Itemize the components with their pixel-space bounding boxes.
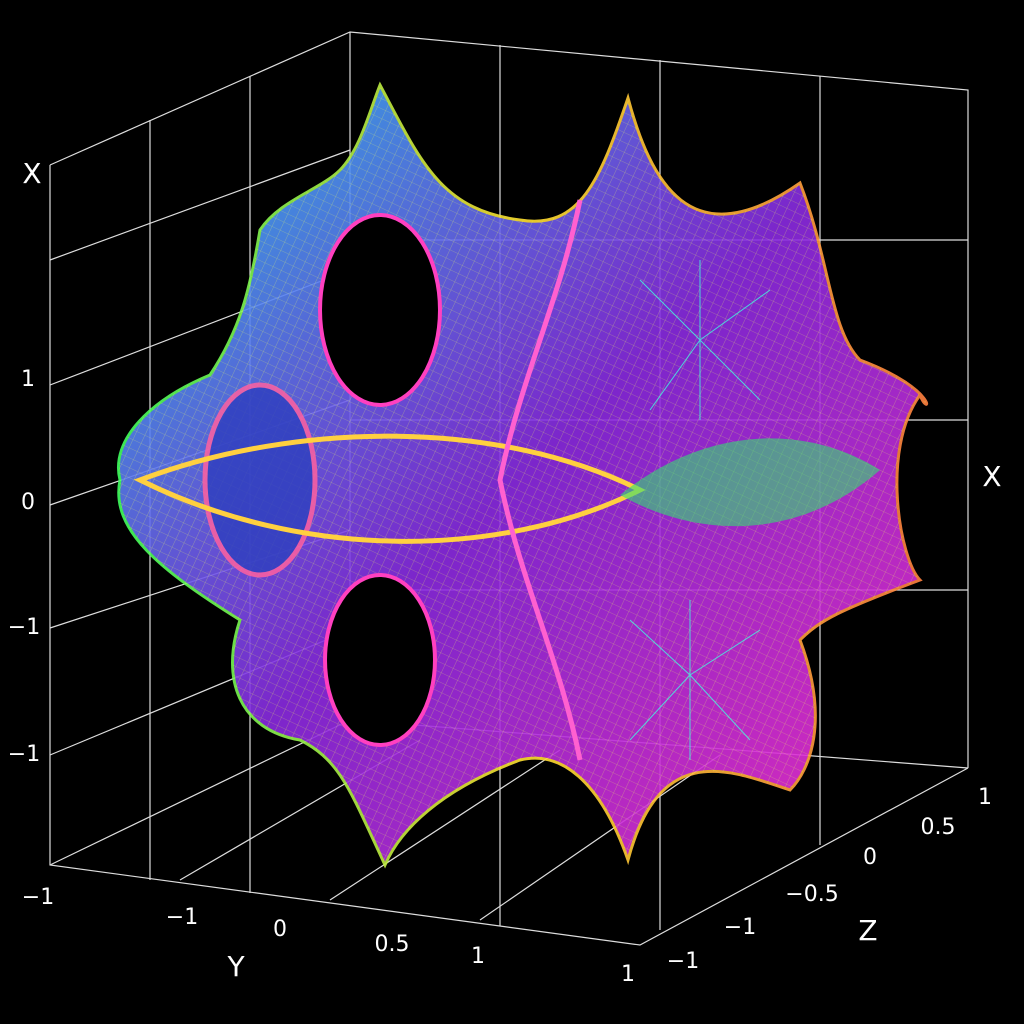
tick-label: −1 bbox=[8, 742, 40, 767]
axis-label: Y bbox=[226, 950, 245, 983]
tick-label: 0.5 bbox=[921, 815, 956, 840]
axis-label: X bbox=[22, 157, 41, 190]
tick-label: −1 bbox=[166, 905, 198, 930]
tick-label: 1 bbox=[21, 367, 35, 392]
tick-label: 1 bbox=[621, 962, 635, 987]
axis-label: Z bbox=[858, 914, 877, 947]
surface bbox=[117, 81, 929, 869]
tick-label: 0 bbox=[863, 845, 877, 870]
tick-label: −0.5 bbox=[785, 882, 838, 907]
tick-label: 0 bbox=[273, 917, 287, 942]
tick-label: −1 bbox=[724, 915, 756, 940]
tick-label: 1 bbox=[471, 944, 485, 969]
tick-label: −1 bbox=[8, 615, 40, 640]
tick-label: −1 bbox=[22, 885, 54, 910]
tick-label: 1 bbox=[978, 785, 992, 810]
tick-label: 0.5 bbox=[375, 932, 410, 957]
tick-label: −1 bbox=[667, 949, 699, 974]
axis-label: X bbox=[982, 460, 1001, 493]
tick-label: 0 bbox=[21, 490, 35, 515]
